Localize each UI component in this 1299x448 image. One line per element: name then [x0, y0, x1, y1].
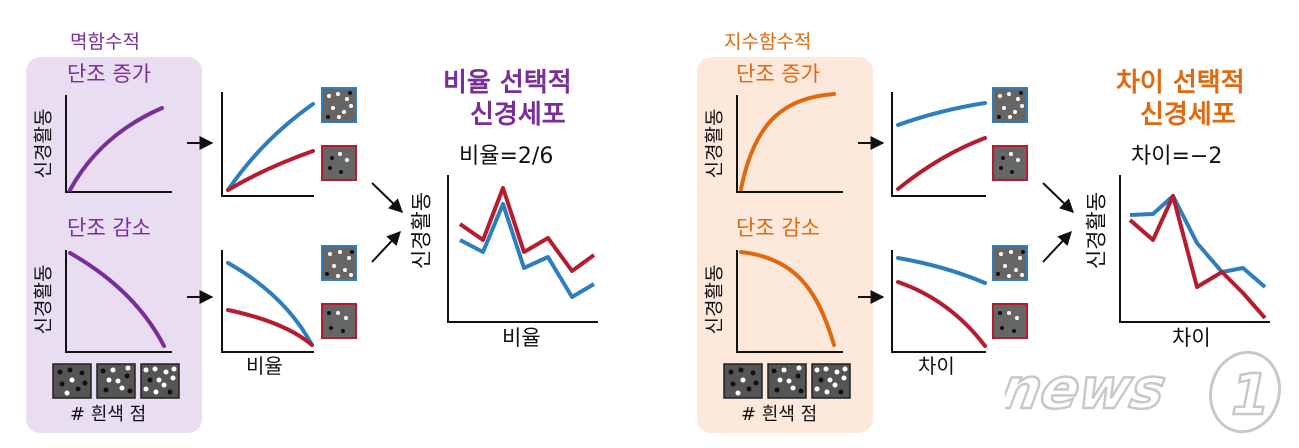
right-middle-bottom-plot	[891, 250, 987, 353]
left-increase-label: 단조 증가	[67, 62, 151, 86]
left-equation: 비율=2/6	[459, 144, 554, 169]
right-title-line1: 차이 선택적	[1116, 68, 1245, 98]
right-dots-axis-label: # 흰색 점	[741, 404, 818, 425]
right-arrow-converge-bottom	[1042, 230, 1072, 263]
right-decrease-plot	[736, 250, 843, 353]
left-decrease-label: 단조 감소	[67, 216, 151, 240]
right-stimulus-boxes	[992, 87, 1028, 339]
right-result-x-label: 차이	[1172, 326, 1211, 350]
right-result-plot	[1119, 175, 1270, 323]
left-dots-axis-label: # 흰색 점	[70, 404, 147, 425]
right-dot-stimuli	[723, 363, 851, 399]
left-title-line2: 신경세포	[470, 100, 566, 130]
left-title-line1: 비율 선택적	[443, 68, 572, 98]
left-arrow-converge-bottom	[371, 230, 401, 263]
right-decrease-label: 단조 감소	[736, 216, 820, 240]
left-function-label: 멱함수적	[70, 31, 140, 53]
left-stimulus-boxes	[321, 87, 357, 339]
right-equation: 차이=−2	[1131, 144, 1223, 169]
right-middle-x-label: 차이	[918, 354, 955, 378]
left-arrow-converge-top	[371, 182, 404, 213]
right-function-label: 지수함수적	[724, 31, 812, 53]
news1-watermark-logo: news 1	[1005, 350, 1281, 434]
left-middle-x-label: 비율	[246, 354, 283, 378]
left-middle-bottom-plot	[221, 250, 314, 353]
left-decrease-plot	[65, 250, 172, 353]
left-middle-top-plot	[221, 92, 315, 197]
left-result-plot	[447, 175, 598, 323]
right-increase-plot	[736, 92, 843, 193]
left-result-x-label: 비율	[502, 326, 541, 350]
watermark-brand-text: news	[1005, 357, 1170, 422]
watermark-mark-text: 1	[1231, 363, 1270, 428]
left-dot-stimuli	[52, 363, 180, 399]
left-increase-plot	[65, 95, 172, 193]
right-arrow-converge-top	[1042, 182, 1075, 213]
right-increase-label: 단조 증가	[736, 62, 820, 86]
right-middle-top-plot	[891, 92, 987, 197]
right-title-line2: 신경세포	[1140, 100, 1236, 130]
